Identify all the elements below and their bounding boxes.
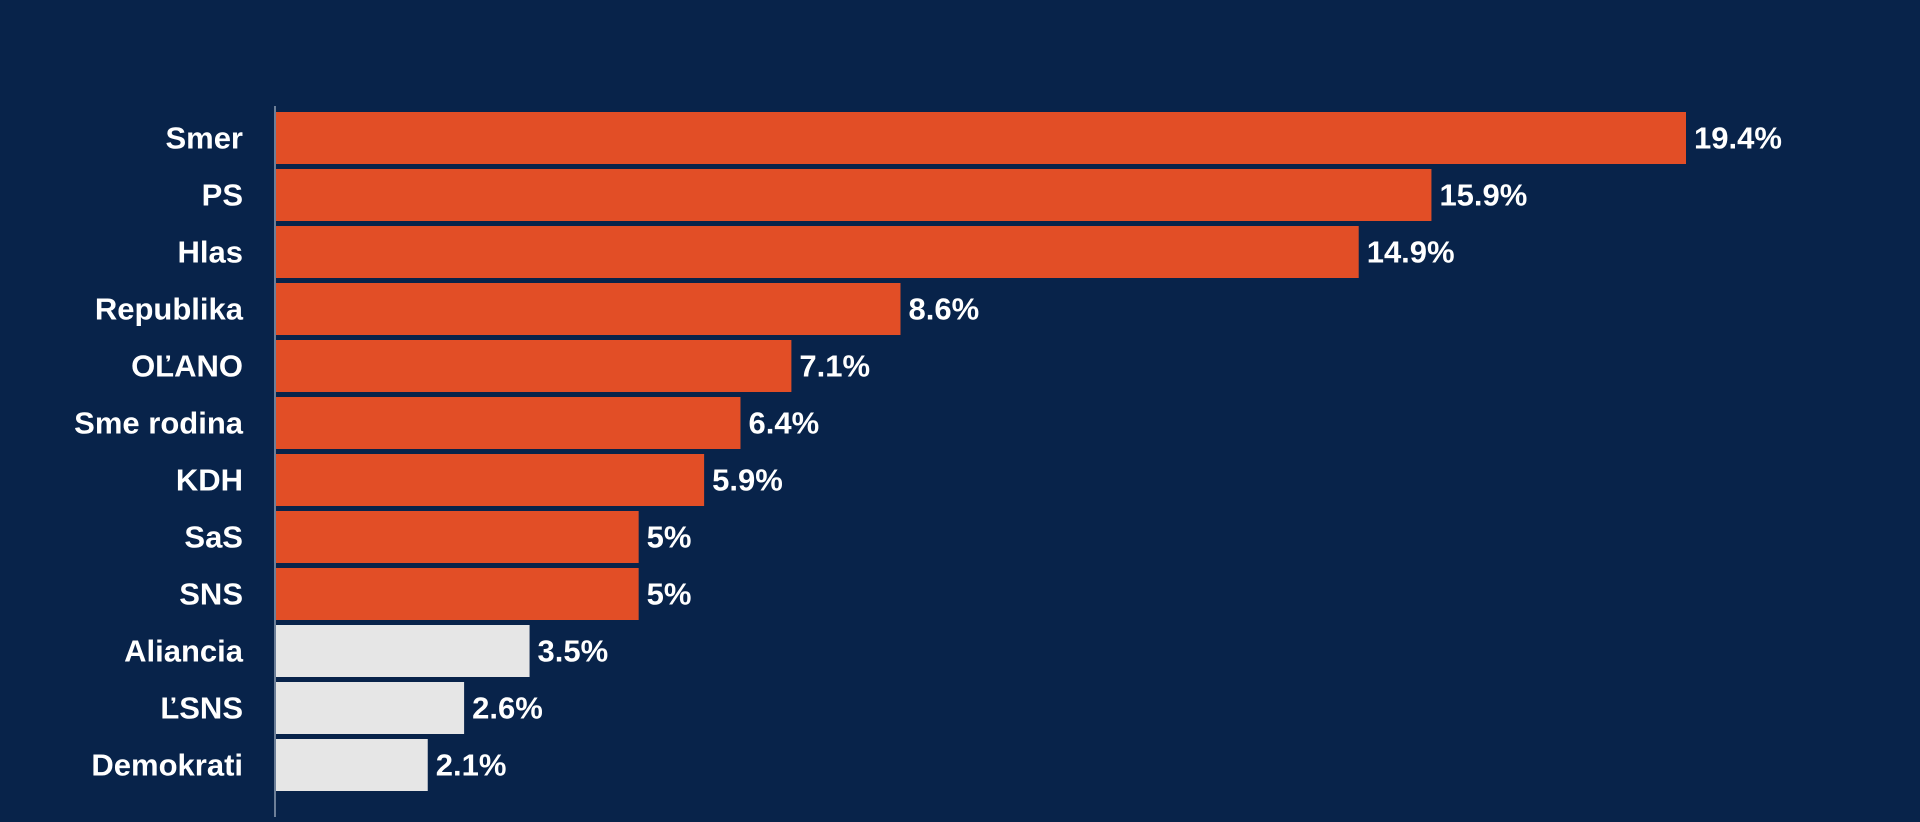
value-label: 7.1%: [799, 349, 870, 384]
value-label: 2.1%: [436, 748, 507, 783]
category-label: Smer: [165, 121, 243, 156]
value-label: 5.9%: [712, 463, 783, 498]
category-label: Hlas: [178, 235, 243, 270]
category-label: SaS: [184, 520, 243, 555]
bar-10: [275, 625, 530, 677]
bar-1: [275, 112, 1686, 164]
bar-2: [275, 169, 1432, 221]
bars-layer: Smer 19.4% PS 15.9% Hlas 14.9% Republika 8.6% OĽ…: [74, 112, 1782, 791]
category-label: Demokrati: [91, 748, 243, 783]
bar-5: [275, 340, 792, 392]
bar-8: [275, 511, 639, 563]
category-label: OĽANO: [131, 349, 243, 384]
bar-12: [275, 739, 428, 791]
bar-9: [275, 568, 639, 620]
category-label: Republika: [95, 292, 244, 327]
category-label: SNS: [179, 577, 243, 612]
category-label: Aliancia: [124, 634, 244, 669]
bar-6: [275, 397, 741, 449]
category-label: PS: [202, 178, 243, 213]
value-label: 19.4%: [1694, 121, 1782, 156]
value-label: 2.6%: [472, 691, 543, 726]
value-label: 3.5%: [538, 634, 609, 669]
value-label: 6.4%: [748, 406, 819, 441]
bar-7: [275, 454, 705, 506]
bar-4: [275, 283, 901, 335]
category-label: KDH: [176, 463, 243, 498]
category-label: Sme rodina: [74, 406, 244, 441]
category-label: ĽSNS: [160, 691, 243, 726]
value-label: 5%: [647, 520, 692, 555]
bar-3: [275, 226, 1359, 278]
value-label: 14.9%: [1367, 235, 1455, 270]
value-label: 5%: [647, 577, 692, 612]
value-label: 8.6%: [908, 292, 979, 327]
bar-11: [275, 682, 465, 734]
value-label: 15.9%: [1439, 178, 1527, 213]
